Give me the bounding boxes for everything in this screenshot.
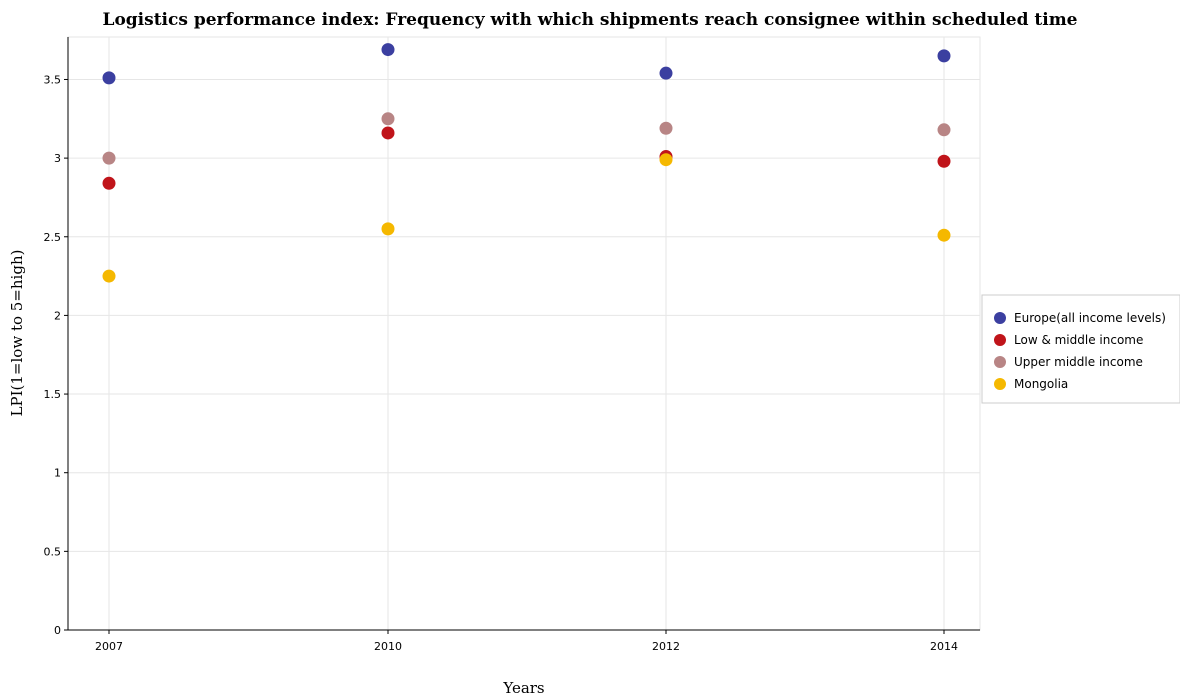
legend-marker — [994, 312, 1006, 324]
legend-label: Upper middle income — [1014, 355, 1143, 369]
y-axis-label: LPI(1=low to 5=high) — [8, 250, 26, 417]
data-point — [381, 126, 395, 140]
y-tick-label: 2.5 — [44, 231, 62, 244]
y-tick-label: 0.5 — [44, 545, 62, 558]
legend-marker — [994, 356, 1006, 368]
y-tick-label: 2 — [54, 309, 61, 322]
legend-box — [981, 294, 1180, 404]
data-point — [381, 222, 395, 236]
y-tick-label: 1 — [54, 467, 61, 480]
grid — [68, 37, 980, 631]
legend-label: Europe(all income levels) — [1014, 311, 1166, 325]
data-point — [381, 43, 395, 57]
data-point — [102, 269, 116, 283]
data-point — [659, 121, 673, 135]
x-tick-label: 2010 — [374, 640, 402, 653]
x-axis-label: Years — [502, 679, 544, 697]
y-tick-label: 3 — [54, 152, 61, 165]
y-tick-label: 1.5 — [44, 388, 62, 401]
data-point — [937, 228, 951, 242]
data-points — [102, 43, 951, 283]
plot-area-border — [67, 36, 981, 631]
legend-label: Mongolia — [1014, 377, 1068, 391]
data-point — [102, 176, 116, 190]
legend-marker — [994, 334, 1006, 346]
chart-title: Logistics performance index: Frequency w… — [103, 10, 1078, 30]
legend-label: Low & middle income — [1014, 333, 1143, 347]
data-point — [937, 154, 951, 168]
y-tick-label: 3.5 — [44, 73, 62, 86]
data-point — [937, 49, 951, 63]
data-point — [381, 112, 395, 126]
data-point — [659, 66, 673, 80]
data-point — [659, 153, 673, 167]
x-tick-label: 2007 — [95, 640, 123, 653]
y-tick-label: 0 — [54, 624, 61, 637]
legend-marker — [994, 378, 1006, 390]
x-tick-label: 2014 — [930, 640, 958, 653]
axes: 0 0.5 1 1.5 2 2.5 3 3.5 2007 2010 2012 2014 — [44, 37, 980, 653]
data-point — [102, 71, 116, 85]
x-tick-label: 2012 — [652, 640, 680, 653]
data-point — [937, 123, 951, 137]
data-point — [102, 151, 116, 165]
legend: Europe(all income levels) Low & middle in… — [981, 294, 1180, 404]
